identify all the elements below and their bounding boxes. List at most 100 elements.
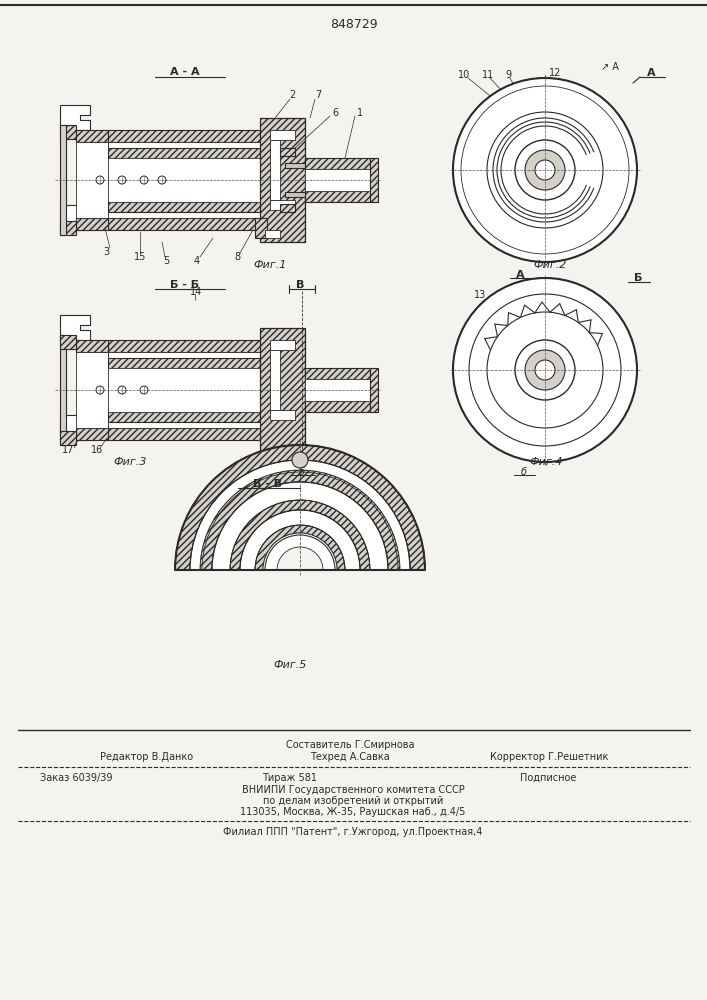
Text: Тираж 581: Тираж 581: [262, 773, 317, 783]
Bar: [108, 148, 260, 158]
Bar: [76, 428, 108, 440]
Text: Фиг.2: Фиг.2: [533, 260, 567, 270]
Bar: [305, 379, 370, 401]
Wedge shape: [453, 278, 637, 462]
Bar: [76, 130, 108, 142]
Text: 848729: 848729: [330, 18, 378, 31]
Text: 8: 8: [234, 252, 240, 262]
Text: ВНИИПИ Государственного комитета СССР: ВНИИПИ Государственного комитета СССР: [242, 785, 464, 795]
Circle shape: [453, 78, 637, 262]
Bar: [305, 158, 370, 169]
Wedge shape: [469, 94, 621, 246]
Circle shape: [487, 112, 603, 228]
Circle shape: [292, 452, 308, 468]
Text: А: А: [647, 68, 655, 78]
Polygon shape: [60, 105, 90, 130]
Bar: [265, 230, 280, 238]
Wedge shape: [240, 510, 360, 570]
Text: Фиг.1: Фиг.1: [253, 260, 286, 270]
Bar: [60, 125, 66, 235]
Text: б: б: [299, 467, 305, 477]
Bar: [108, 340, 268, 352]
Bar: [305, 401, 370, 412]
Bar: [108, 358, 260, 368]
Text: Подписное: Подписное: [520, 773, 576, 783]
Bar: [305, 368, 370, 379]
Text: ↗ А: ↗ А: [601, 62, 619, 72]
Text: Составитель Г.Смирнова: Составитель Г.Смирнова: [286, 740, 414, 750]
Text: 5: 5: [163, 256, 169, 266]
Text: 4: 4: [194, 256, 200, 266]
Text: 13: 13: [474, 290, 486, 300]
Circle shape: [525, 350, 565, 390]
Circle shape: [140, 176, 148, 184]
Polygon shape: [60, 415, 90, 440]
Wedge shape: [200, 470, 400, 570]
Circle shape: [140, 386, 148, 394]
Bar: [76, 340, 108, 352]
Polygon shape: [60, 315, 90, 340]
Bar: [108, 428, 268, 440]
Circle shape: [96, 176, 104, 184]
Bar: [260, 118, 305, 242]
Bar: [76, 142, 108, 218]
Wedge shape: [212, 482, 388, 570]
Bar: [60, 335, 76, 349]
Bar: [270, 410, 295, 420]
Text: 14: 14: [190, 287, 202, 297]
Circle shape: [535, 160, 555, 180]
Circle shape: [96, 386, 104, 394]
Text: Филиал ППП "Патент", г.Ужгород, ул.Проектная,4: Филиал ППП "Патент", г.Ужгород, ул.Проек…: [223, 827, 483, 837]
Bar: [270, 340, 295, 350]
Text: Фиг.3: Фиг.3: [113, 457, 146, 467]
Wedge shape: [175, 445, 425, 570]
Bar: [108, 368, 260, 412]
Bar: [76, 218, 108, 230]
Circle shape: [453, 278, 637, 462]
Bar: [280, 148, 295, 156]
Circle shape: [487, 312, 603, 428]
Bar: [285, 163, 305, 168]
Bar: [108, 142, 268, 218]
Text: 3: 3: [103, 247, 109, 257]
Bar: [60, 125, 76, 139]
Text: Редактор В.Данко: Редактор В.Данко: [100, 752, 193, 762]
Text: по делам изобретений и открытий: по делам изобретений и открытий: [263, 796, 443, 806]
Bar: [108, 412, 260, 422]
Text: Фиг.4: Фиг.4: [530, 457, 563, 467]
Circle shape: [461, 86, 629, 254]
Circle shape: [158, 176, 166, 184]
Circle shape: [118, 386, 126, 394]
Circle shape: [525, 150, 565, 190]
Text: 15: 15: [134, 252, 146, 262]
Bar: [108, 352, 268, 428]
Bar: [255, 218, 267, 238]
Text: 17: 17: [62, 445, 74, 455]
Bar: [270, 130, 295, 140]
Wedge shape: [255, 525, 345, 570]
Text: А - А: А - А: [170, 67, 200, 77]
Wedge shape: [230, 500, 370, 570]
Text: 2: 2: [289, 90, 295, 100]
Bar: [280, 204, 295, 212]
Bar: [285, 192, 305, 197]
Text: 9: 9: [505, 70, 511, 80]
Circle shape: [535, 360, 555, 380]
Bar: [108, 202, 260, 212]
Text: 6: 6: [332, 108, 338, 118]
Text: А: А: [515, 270, 525, 280]
Text: Корректор Г.Решетник: Корректор Г.Решетник: [490, 752, 609, 762]
Wedge shape: [453, 78, 637, 262]
Bar: [260, 328, 305, 452]
Bar: [60, 335, 66, 445]
Bar: [108, 158, 260, 202]
Text: 16: 16: [91, 445, 103, 455]
Text: 1: 1: [357, 108, 363, 118]
Bar: [60, 221, 76, 235]
Circle shape: [118, 176, 126, 184]
Bar: [108, 218, 268, 230]
Text: В - В: В - В: [253, 479, 283, 489]
Text: Б: Б: [633, 273, 642, 283]
Text: 7: 7: [315, 90, 321, 100]
Bar: [270, 350, 280, 410]
